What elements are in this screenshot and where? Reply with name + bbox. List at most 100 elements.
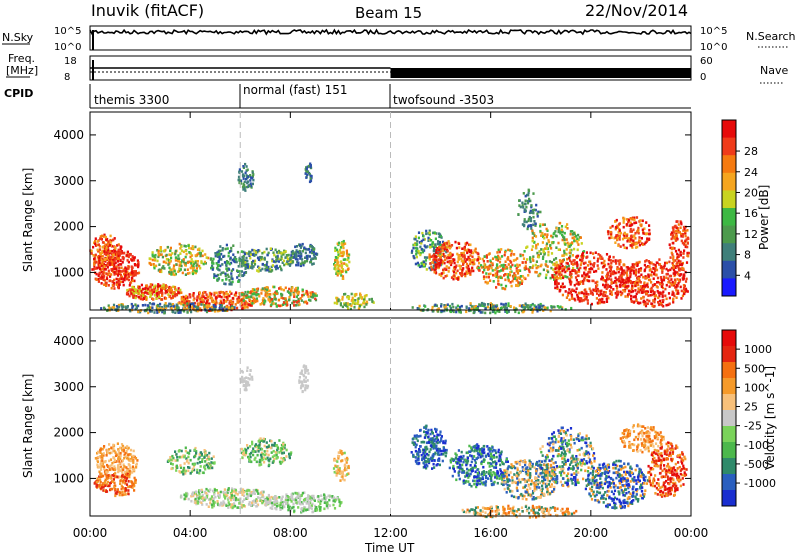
power-cell [499, 276, 502, 279]
power-cell [101, 241, 105, 244]
velocity-cell [105, 483, 108, 486]
power-cell [626, 239, 629, 243]
velocity-cell [128, 485, 132, 488]
power-cell [531, 209, 534, 212]
power-cell [672, 263, 675, 267]
power-cell [634, 246, 638, 249]
power-cell [170, 303, 173, 307]
power-cell [485, 256, 488, 259]
power-cell [680, 234, 683, 238]
velocity-cell [186, 451, 189, 455]
power-cell [106, 245, 110, 249]
velocity-cell [103, 465, 106, 468]
power-cell [343, 262, 346, 265]
power-cell [563, 285, 566, 289]
power-cell [410, 251, 413, 254]
power-cell [527, 274, 530, 277]
power-cell [632, 234, 636, 238]
power-cell [547, 247, 550, 250]
power-cell [523, 309, 526, 313]
power-cell [417, 236, 420, 240]
power-cell [218, 255, 221, 259]
velocity-cell [196, 461, 199, 465]
velocity-cell [114, 459, 117, 462]
velocity-cell [117, 452, 120, 455]
power-cell [665, 297, 668, 301]
power-cell [208, 294, 211, 297]
power-cell [113, 271, 116, 274]
power-cell [601, 271, 604, 274]
power-cell [679, 253, 682, 257]
power-cell [561, 269, 564, 273]
power-cell [251, 176, 254, 180]
power-cell [135, 306, 138, 310]
nsky-tick-top: 10^5 [54, 26, 81, 37]
power-cell [550, 260, 554, 264]
power-cell [127, 254, 130, 257]
power-cell [352, 300, 355, 304]
power-cell [610, 281, 613, 285]
power-cell [212, 300, 215, 304]
power-cell [137, 295, 140, 299]
power-cell [681, 294, 684, 298]
power-cell [116, 252, 119, 255]
power-cell [177, 287, 180, 290]
power-cell [513, 307, 516, 311]
power-cell [566, 262, 569, 265]
power-cell [202, 295, 205, 298]
power-cell [540, 304, 543, 308]
power-cell [552, 232, 555, 236]
velocity-cell [171, 466, 174, 470]
velocity-cell [119, 482, 122, 485]
power-cell [181, 271, 184, 275]
power-cell [467, 243, 471, 246]
power-cell [245, 302, 248, 306]
power-cell [215, 262, 218, 265]
power-cell [258, 294, 261, 298]
power-cell [560, 273, 563, 277]
velocity-cell [201, 458, 204, 461]
power-cell [345, 263, 348, 266]
power-cell [636, 230, 639, 233]
power-cell [130, 259, 134, 262]
power-cell [112, 270, 115, 273]
power-cell [657, 301, 660, 304]
power-cell [669, 268, 672, 272]
power-cell [576, 293, 579, 297]
power-cell [126, 306, 129, 309]
power-cell [510, 270, 513, 273]
power-cell [576, 295, 580, 299]
velocity-cell [100, 468, 103, 471]
velocity-cell [175, 469, 178, 472]
power-cell [112, 253, 115, 257]
power-cell [651, 283, 654, 287]
power-cell [110, 260, 113, 264]
power-cell [505, 307, 508, 310]
power-cell [342, 239, 345, 243]
power-cell [469, 262, 472, 266]
power-cell [492, 305, 495, 308]
power-cell [306, 302, 309, 305]
power-cell [243, 180, 246, 184]
power-cell [500, 248, 503, 251]
power-cell [161, 310, 164, 314]
power-cell [289, 260, 292, 264]
power-cell [100, 258, 103, 262]
power-cell [635, 268, 638, 272]
power-cell [459, 254, 462, 258]
power-cell [149, 285, 152, 289]
power-cell [293, 304, 296, 307]
power-cell [509, 281, 512, 284]
power-cell [289, 293, 292, 297]
power-cell [94, 240, 97, 243]
power-cell [246, 181, 249, 185]
power-cell [164, 302, 167, 305]
power-cell [251, 266, 254, 270]
velocity-cell [96, 460, 100, 463]
power-cell [522, 192, 525, 195]
power-cell [137, 310, 140, 313]
power-cell [542, 250, 546, 254]
power-cell [181, 300, 184, 303]
power-cell [610, 278, 613, 281]
